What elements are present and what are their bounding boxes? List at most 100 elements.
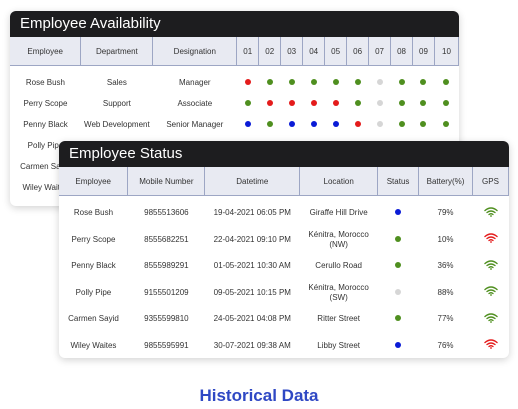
day-cell: [413, 114, 435, 135]
status-cell: [378, 333, 419, 359]
availability-dot: [354, 121, 361, 127]
day-cell: [281, 66, 303, 94]
mobile-number: 9155501209: [144, 287, 189, 297]
day-cell: [347, 66, 369, 94]
availability-dot: [288, 79, 295, 85]
day-cell: [413, 66, 435, 94]
department: Support: [102, 99, 131, 108]
availability-dot: [420, 100, 427, 106]
table-row: Penny Black Web Development Senior Manager: [10, 114, 459, 135]
wifi-icon: [483, 313, 498, 323]
battery: 88%: [437, 287, 454, 297]
availability-dot: [266, 79, 273, 85]
mobile-number: 9855513606: [144, 208, 189, 218]
day-cell: [391, 114, 413, 135]
employee-name: Carmen Sayid: [20, 162, 71, 171]
availability-dot: [266, 121, 273, 127]
status-dot: [395, 262, 402, 269]
day-cell: [434, 93, 458, 114]
battery: 76%: [437, 340, 454, 350]
employee-name: Wiley Waites: [22, 183, 69, 192]
department: Sales: [106, 78, 127, 87]
day-cell: [259, 93, 281, 114]
day-cell: [369, 114, 391, 135]
availability-column-header: 10: [434, 37, 459, 66]
availability-dot: [288, 121, 295, 127]
availability-column-header: 07: [368, 37, 392, 66]
day-cell: [237, 93, 259, 114]
designation: Manager: [179, 78, 211, 87]
battery: 36%: [437, 261, 454, 271]
availability-dot: [310, 79, 317, 85]
datetime: 30-07-2021 09:38 AM: [213, 340, 291, 350]
availability-dot: [354, 79, 361, 85]
datetime: 22-04-2021 09:10 PM: [213, 234, 291, 244]
availability-title: Employee Availability: [10, 11, 459, 37]
table-row: Wiley Waites: [10, 177, 459, 198]
day-cell: [281, 114, 303, 135]
status-dot: [395, 288, 402, 295]
wifi-icon: [483, 286, 498, 297]
datetime: 24-05-2021 04:08 PM: [213, 314, 291, 324]
status-title: Employee Status: [59, 141, 509, 167]
wifi-icon: [483, 260, 498, 270]
status-cell: [378, 227, 419, 254]
employee-name: Rose Bush: [25, 78, 66, 87]
availability-table: Employee Department Designation 01 02 03 04 05 0…: [10, 37, 459, 198]
day-cell: [237, 66, 259, 94]
designation: Associate: [177, 99, 213, 108]
day-cell: [369, 66, 391, 94]
table-row: Carmen Sayid: [10, 156, 459, 177]
availability-dot: [266, 100, 273, 106]
datetime: 19-04-2021 06:05 PM: [213, 208, 291, 218]
employee-name: Penny Black: [71, 261, 116, 271]
availability-dot: [398, 100, 405, 106]
day-cell: [259, 66, 281, 94]
mobile-number: 8555989291: [144, 261, 189, 271]
table-row: Polly Pipe: [10, 135, 459, 156]
status-column-header: Location: [299, 167, 379, 196]
status-table: Employee Mobile Number Datetime Location Sta…: [59, 167, 509, 358]
table-row: Carmen Sayid 9355599810 24-05-2021 04:08 P…: [59, 306, 509, 333]
availability-dot: [310, 121, 317, 127]
mobile-number: 8555682251: [144, 234, 189, 244]
day-cell: [347, 93, 369, 114]
availability-dot: [398, 121, 405, 127]
day-cell: [369, 93, 391, 114]
gps-cell: [473, 306, 509, 333]
gps-cell: [473, 227, 509, 254]
status-cell: [378, 253, 419, 280]
availability-dot: [443, 100, 450, 106]
status-column-header: Battery(%): [418, 167, 473, 196]
status-dot: [395, 235, 402, 242]
battery: 10%: [437, 234, 454, 244]
availability-column-header: Employee: [10, 37, 82, 66]
location: Kénitra, Morocco (SW): [308, 282, 369, 302]
availability-column-header: 04: [302, 37, 326, 66]
employee-name: Polly Pipe: [75, 287, 112, 297]
designation: Senior Manager: [166, 120, 224, 129]
availability-column-header: 09: [412, 37, 435, 66]
gps-cell: [473, 333, 509, 359]
caption: Historical Data: [199, 386, 319, 405]
availability-column-header: 02: [258, 37, 282, 66]
gps-cell: [473, 196, 509, 227]
availability-dot: [398, 79, 405, 85]
availability-dot: [332, 121, 339, 127]
wifi-icon: [483, 339, 498, 350]
availability-dot: [443, 121, 450, 127]
day-cell: [347, 114, 369, 135]
datetime: 09-05-2021 10:15 PM: [213, 287, 291, 297]
availability-dot: [332, 79, 339, 85]
status-cell: [378, 306, 419, 333]
status-column-header: GPS: [472, 167, 509, 196]
day-cell: [303, 93, 325, 114]
availability-column-header: Designation: [152, 37, 238, 66]
availability-column-header: 05: [324, 37, 348, 66]
day-cell: [391, 66, 413, 94]
availability-dot: [288, 100, 295, 106]
day-cell: [434, 66, 458, 94]
datetime: 01-05-2021 10:30 AM: [213, 261, 291, 271]
employee-status-card: Employee Status Employee Mobile Number Dat…: [59, 141, 509, 358]
availability-dot: [376, 79, 383, 85]
